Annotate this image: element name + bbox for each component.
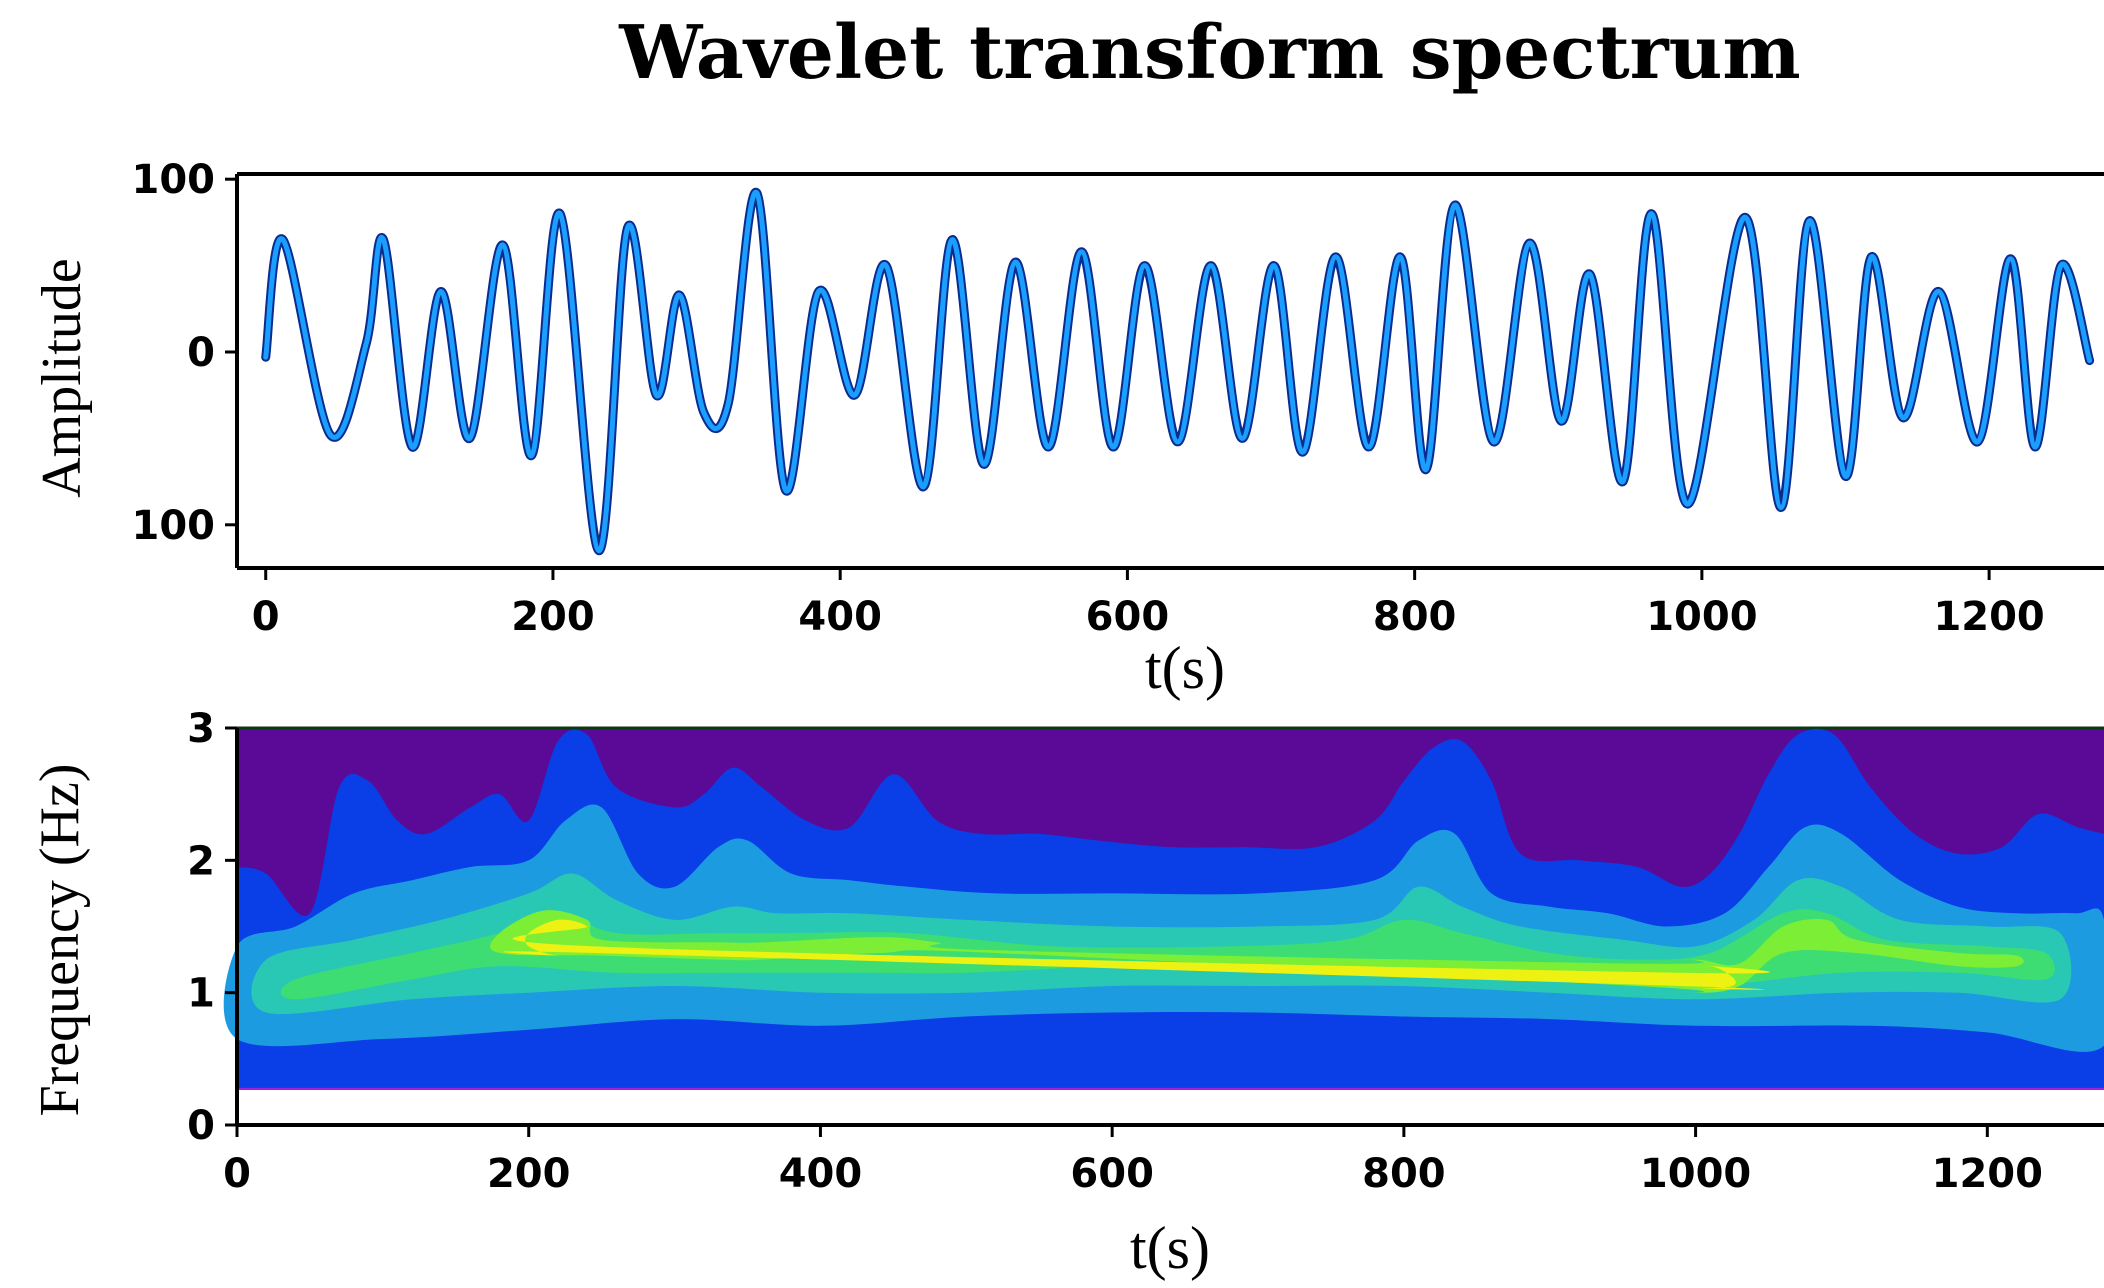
- x-tick-label: 400: [779, 1151, 863, 1197]
- y-tick-label: 100: [132, 157, 216, 203]
- x-tick-label: 800: [1373, 594, 1457, 640]
- x-tick-label: 200: [487, 1151, 571, 1197]
- x-tick-label: 600: [1086, 594, 1170, 640]
- amplitude-x-ticks: 0 200 400 600 800 1000 1200: [252, 568, 2045, 640]
- spectrum-y-ticks: 0 1 2 3: [187, 706, 237, 1149]
- x-tick-label: 0: [223, 1151, 251, 1197]
- spectrum-plot-area: [223, 726, 2104, 1090]
- y-tick-label: 100: [132, 503, 216, 549]
- x-tick-label: 1200: [1932, 1151, 2043, 1197]
- spectrum-chart: 0 200 400 600 800 1000 1200 0 1 2 3 t(s) Frequenc…: [29, 706, 2104, 1281]
- signal-line: [263, 190, 2093, 554]
- amplitude-y-ticks: 100 0 100: [132, 157, 237, 549]
- y-tick-label: 1: [187, 971, 215, 1017]
- x-tick-label: 1200: [1933, 594, 2044, 640]
- x-tick-label: 200: [511, 594, 595, 640]
- spectrum-y-axis-label: Frequency (Hz): [29, 764, 91, 1117]
- figure-title: Wavelet transform spectrum: [618, 10, 1800, 96]
- x-tick-label: 400: [798, 594, 882, 640]
- spectrum-x-axis-label: t(s): [1130, 1215, 1210, 1281]
- x-tick-label: 600: [1070, 1151, 1154, 1197]
- x-tick-label: 1000: [1640, 1151, 1751, 1197]
- x-tick-label: 1000: [1646, 594, 1757, 640]
- amplitude-plot-area: [261, 188, 2095, 556]
- x-tick-label: 0: [252, 594, 280, 640]
- x-tick-label: 800: [1362, 1151, 1446, 1197]
- spectrum-contour-level-6: [503, 919, 1770, 990]
- amplitude-y-axis-label: Amplitude: [31, 258, 93, 498]
- y-tick-label: 0: [187, 330, 215, 376]
- spectrum-x-ticks: 0 200 400 600 800 1000 1200: [223, 1125, 2043, 1197]
- y-tick-label: 0: [187, 1103, 215, 1149]
- y-tick-label: 2: [187, 838, 215, 884]
- spectrum-contour-level-4: [280, 909, 2055, 1000]
- y-tick-label: 3: [187, 706, 215, 752]
- amplitude-x-axis-label: t(s): [1145, 635, 1225, 701]
